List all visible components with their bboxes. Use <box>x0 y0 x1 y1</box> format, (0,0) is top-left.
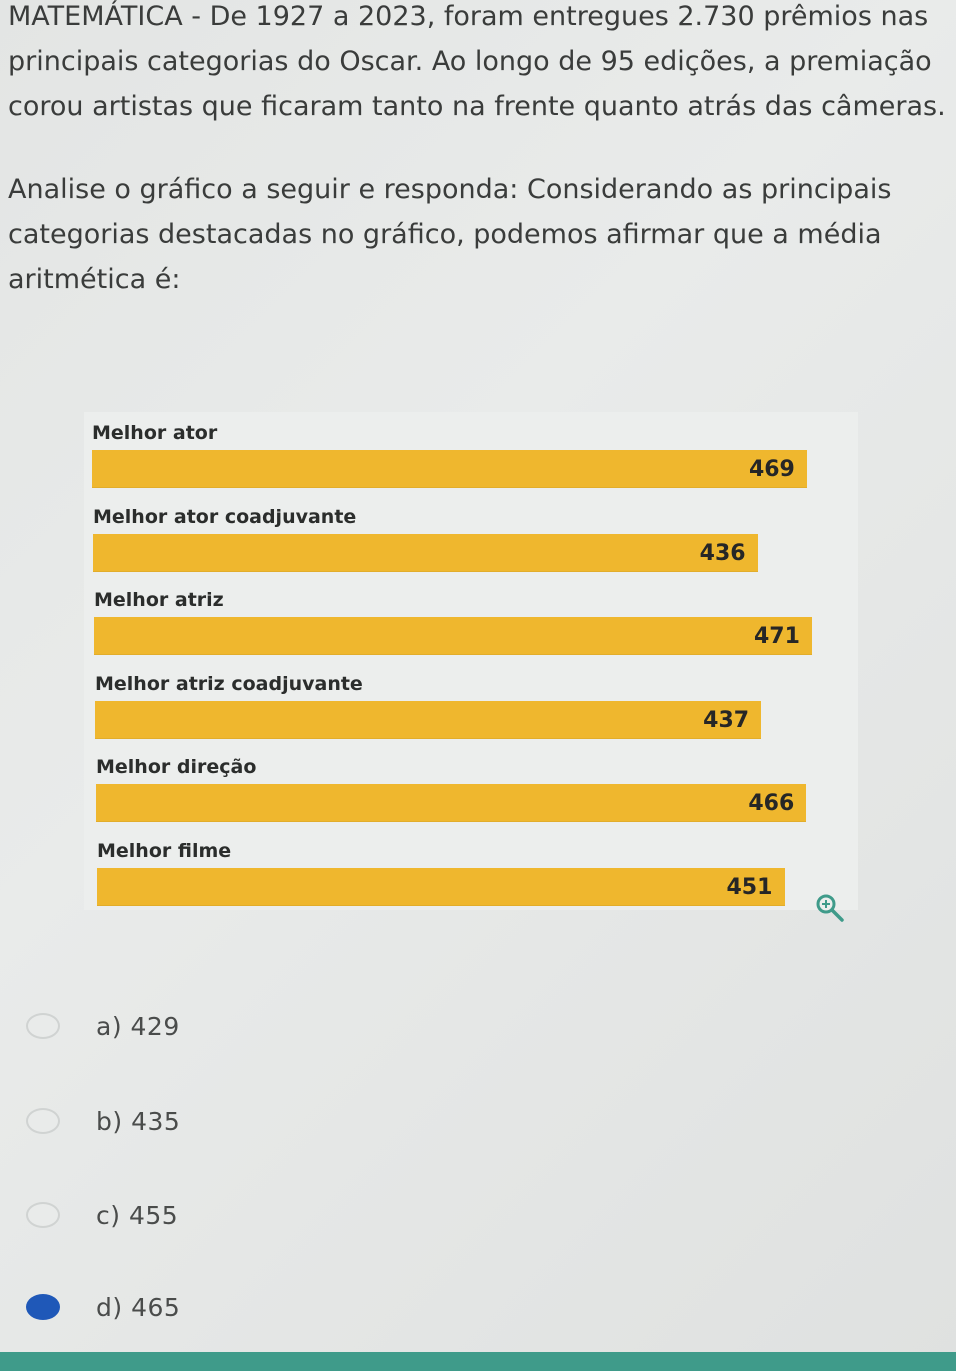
option-label: d) 465 <box>96 1292 181 1322</box>
option-c[interactable]: c) 455 <box>26 1193 326 1237</box>
option-d[interactable]: d) 465 <box>26 1285 326 1329</box>
chart-bar <box>92 450 807 488</box>
chart-bar <box>96 784 807 822</box>
chart-bar <box>97 867 785 906</box>
category-label: Melhor direção <box>96 756 257 778</box>
bar-value-label: 471 <box>754 624 800 649</box>
bar-value-label: 451 <box>726 874 773 900</box>
radio-icon[interactable] <box>26 1202 60 1228</box>
option-label: a) 429 <box>96 1011 180 1041</box>
bar-value-label: 469 <box>748 457 795 482</box>
chart-bar <box>93 533 758 572</box>
bar-value-label: 436 <box>699 540 746 566</box>
category-label: Melhor atriz <box>94 589 224 611</box>
radio-selected-icon[interactable] <box>26 1294 60 1320</box>
option-a[interactable]: a) 429 <box>26 1004 326 1048</box>
option-b[interactable]: b) 435 <box>26 1099 326 1143</box>
question-paragraph-prompt: Analise o gráfico a seguir e responda: C… <box>8 174 892 295</box>
category-label: Melhor ator <box>92 422 218 444</box>
chart-bar <box>95 700 762 739</box>
option-label: c) 455 <box>96 1200 179 1230</box>
chart-bar <box>94 617 812 655</box>
option-label: b) 435 <box>96 1106 181 1136</box>
question-paragraph-intro: MATEMÁTICA - De 1927 a 2023, foram entre… <box>8 1 946 122</box>
bottom-bar <box>0 1352 956 1371</box>
category-label: Melhor atriz coadjuvante <box>95 672 363 695</box>
radio-icon[interactable] <box>26 1013 60 1039</box>
bar-value-label: 437 <box>703 707 750 733</box>
question-text: MATEMÁTICA - De 1927 a 2023, foram entre… <box>8 0 953 302</box>
bar-value-label: 466 <box>748 791 795 816</box>
category-label: Melhor ator coadjuvante <box>93 505 357 528</box>
bar-chart: Melhor ator 469 Melhor ator coadjuvante 436… <box>84 412 858 910</box>
category-label: Melhor filme <box>97 839 232 862</box>
zoom-in-icon[interactable] <box>812 890 848 926</box>
radio-icon[interactable] <box>26 1108 60 1134</box>
